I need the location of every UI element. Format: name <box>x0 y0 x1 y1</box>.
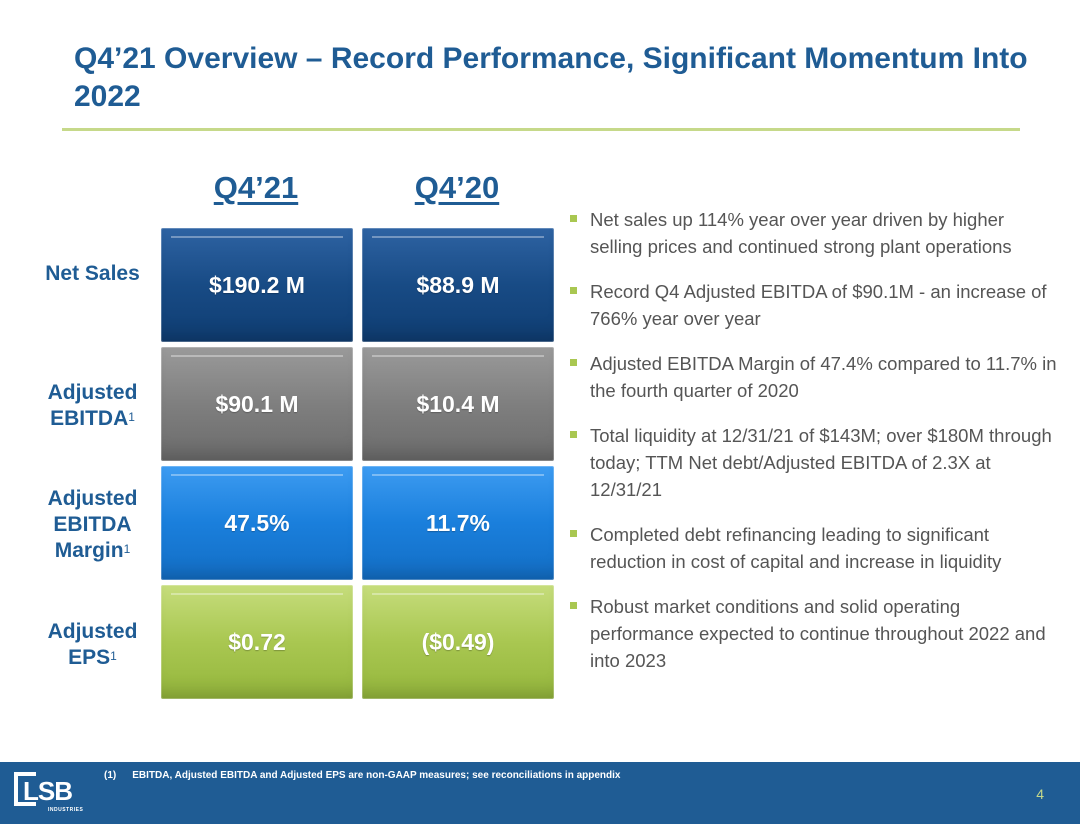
tile-value: $88.9 M <box>416 271 500 298</box>
footer-bar <box>0 762 1080 824</box>
tile-value: $90.1 M <box>215 390 299 417</box>
footnote: (1) EBITDA, Adjusted EBITDA and Adjusted … <box>104 770 620 781</box>
tile-ebitda-margin-q420: 11.7% <box>362 466 554 580</box>
footnote-marker: 1 <box>128 410 135 424</box>
row-label-adjusted-eps: Adjusted EPS1 <box>30 619 155 671</box>
tile-value: 47.5% <box>224 509 290 536</box>
row-label-text: Adjusted EBITDA <box>47 381 138 430</box>
tile-adjusted-ebitda-q421: $90.1 M <box>161 347 353 461</box>
column-header-q420: Q4’20 <box>414 170 500 205</box>
footnote-marker: 1 <box>123 542 131 556</box>
row-label-text: Net Sales <box>45 262 140 285</box>
logo-bracket-icon <box>14 772 36 806</box>
bullet-text: Record Q4 Adjusted EBITDA of $90.1M - an… <box>590 281 1047 329</box>
list-item: Completed debt refinancing leading to si… <box>570 521 1060 575</box>
company-logo: LSB INDUSTRIES <box>14 772 84 814</box>
row-label-net-sales: Net Sales <box>30 261 155 287</box>
logo-text: LSB <box>23 776 73 806</box>
tile-value: $10.4 M <box>416 390 500 417</box>
bullet-square-icon <box>570 530 577 537</box>
list-item: Total liquidity at 12/31/21 of $143M; ov… <box>570 422 1060 503</box>
logo-subtext: INDUSTRIES <box>48 807 84 813</box>
row-label-adjusted-ebitda-margin: Adjusted EBITDA Margin1 <box>30 486 155 564</box>
tile-value: ($0.49) <box>421 628 495 655</box>
row-label-text: Adjusted EBITDA Margin <box>47 487 138 562</box>
slide-title: Q4’21 Overview – Record Performance, Sig… <box>74 42 1028 113</box>
bullet-square-icon <box>570 602 577 609</box>
bullet-text: Completed debt refinancing leading to si… <box>590 524 1002 572</box>
tile-value: 11.7% <box>426 509 490 536</box>
list-item: Net sales up 114% year over year driven … <box>570 206 1060 260</box>
bullet-square-icon <box>570 215 577 222</box>
list-item: Record Q4 Adjusted EBITDA of $90.1M - an… <box>570 278 1060 332</box>
tile-value: $0.72 <box>228 628 286 655</box>
row-label-text: Adjusted EPS <box>47 620 138 669</box>
tile-adjusted-eps-q421: $0.72 <box>161 585 353 699</box>
bullet-square-icon <box>570 359 577 366</box>
column-header-q421: Q4’21 <box>213 170 299 205</box>
footnote-marker: 1 <box>110 649 117 663</box>
footnote-text: EBITDA, Adjusted EBITDA and Adjusted EPS… <box>132 770 621 781</box>
bullet-text: Adjusted EBITDA Margin of 47.4% compared… <box>590 353 1057 401</box>
bullet-text: Robust market conditions and solid opera… <box>590 596 1046 671</box>
row-label-adjusted-ebitda: Adjusted EBITDA1 <box>30 380 155 432</box>
tile-value: $190.2 M <box>209 271 305 298</box>
bullet-square-icon <box>570 287 577 294</box>
tile-adjusted-eps-q420: ($0.49) <box>362 585 554 699</box>
title-divider <box>62 128 1020 131</box>
highlights-list: Net sales up 114% year over year driven … <box>570 206 1060 692</box>
page-number: 4 <box>1036 786 1044 802</box>
bullet-text: Net sales up 114% year over year driven … <box>590 209 1012 257</box>
footnote-number: (1) <box>104 770 117 781</box>
list-item: Robust market conditions and solid opera… <box>570 593 1060 674</box>
bullet-square-icon <box>570 431 577 438</box>
tile-net-sales-q421: $190.2 M <box>161 228 353 342</box>
tile-ebitda-margin-q421: 47.5% <box>161 466 353 580</box>
tile-adjusted-ebitda-q420: $10.4 M <box>362 347 554 461</box>
list-item: Adjusted EBITDA Margin of 47.4% compared… <box>570 350 1060 404</box>
tile-net-sales-q420: $88.9 M <box>362 228 554 342</box>
bullet-text: Total liquidity at 12/31/21 of $143M; ov… <box>590 425 1052 500</box>
